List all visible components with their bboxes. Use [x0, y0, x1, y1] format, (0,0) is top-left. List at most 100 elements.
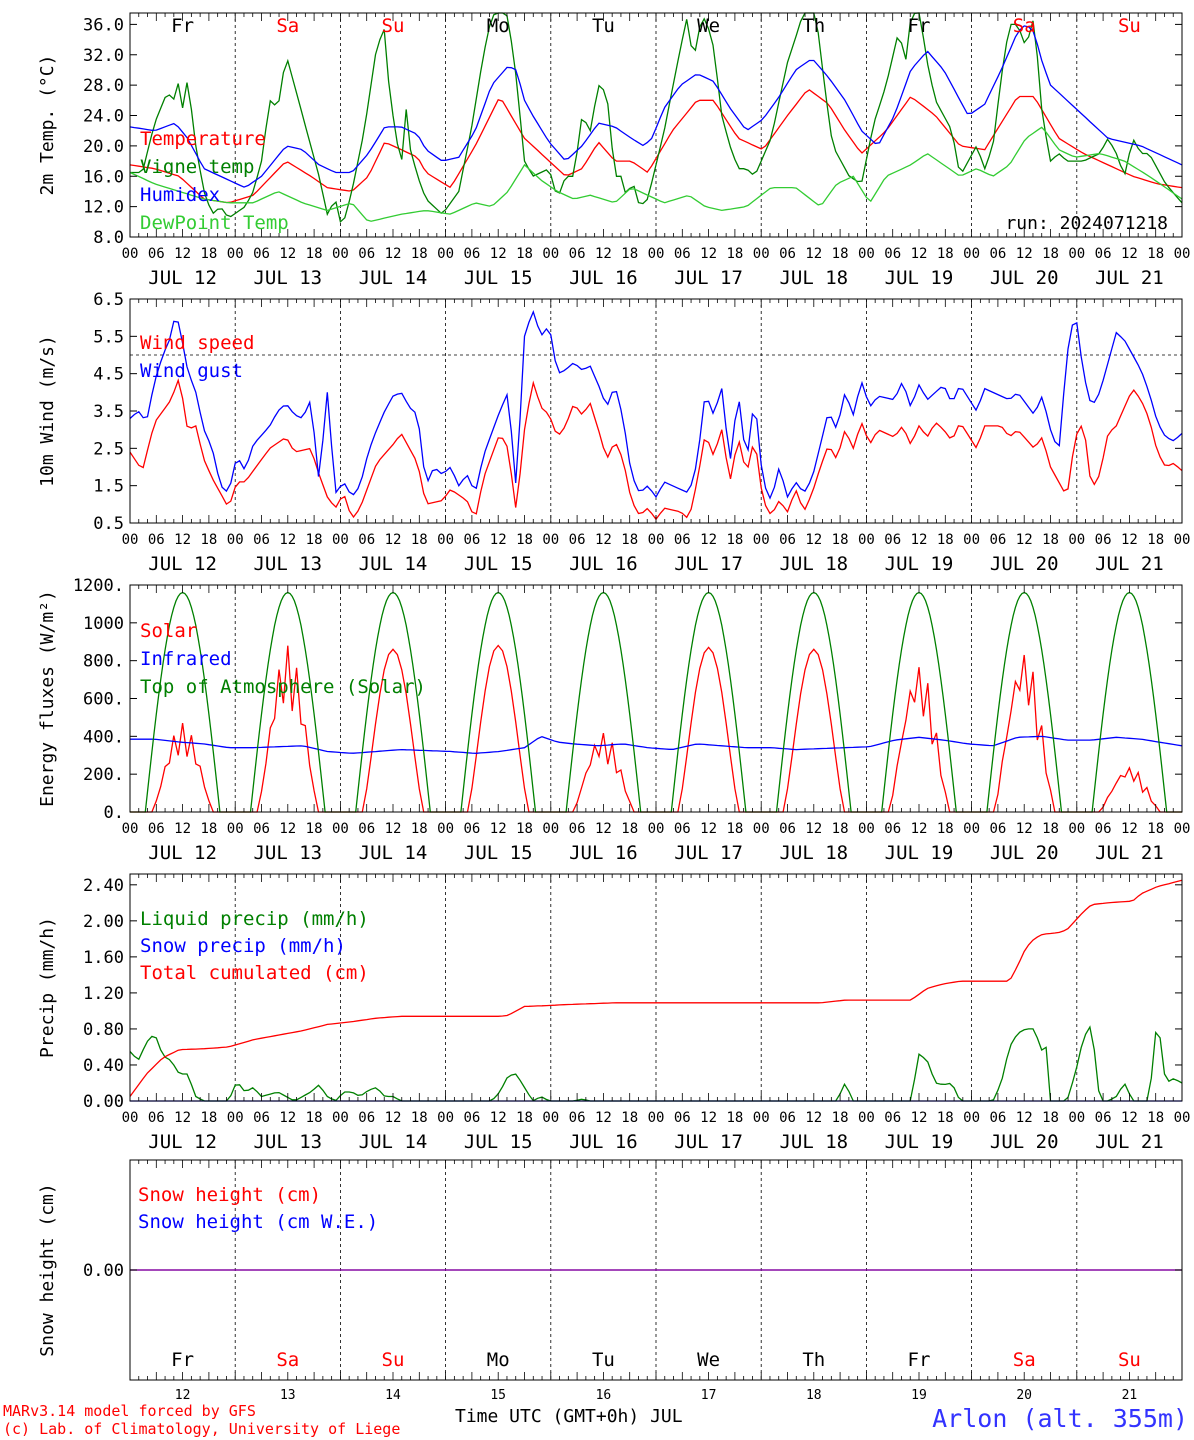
date-label: JUL 20	[990, 553, 1059, 575]
ytick-label: 1.60	[83, 948, 124, 968]
hour-label: 06	[569, 246, 586, 262]
hour-label: 00	[963, 1110, 980, 1126]
day-label: Tu	[592, 15, 615, 37]
hour-label: 00	[963, 821, 980, 837]
hour-label: 00	[332, 246, 349, 262]
hour-label: 12	[385, 821, 402, 837]
plot-frame	[129, 12, 1183, 238]
hour-label: 00	[858, 246, 875, 262]
day-number: 14	[385, 1388, 401, 1403]
hour-label: 18	[937, 532, 954, 548]
hour-label: 18	[411, 821, 428, 837]
hour-label: 06	[463, 246, 480, 262]
legend-entry: Humidex	[140, 184, 220, 206]
hour-label: 00	[542, 246, 559, 262]
hour-label: 00	[122, 821, 139, 837]
hour-label: 00	[648, 1110, 665, 1126]
hour-label: 06	[358, 532, 375, 548]
station-label: Arlon (alt. 355m)	[932, 1404, 1188, 1433]
hour-label: 12	[595, 821, 612, 837]
hour-label: 12	[911, 821, 928, 837]
hour-label: 06	[779, 821, 796, 837]
hour-label: 12	[279, 821, 296, 837]
legend-entry: Snow height (cm W.E.)	[138, 1211, 378, 1233]
series-line-wind-gust	[129, 310, 1183, 500]
panel-wind: 0.5 1.5 2.5 3.5 4.5 5.5 6.5 10m Wind (m/s) Wind …	[37, 290, 1190, 575]
hour-label: 06	[884, 532, 901, 548]
date-label: JUL 13	[253, 267, 322, 289]
hour-label: 12	[805, 821, 822, 837]
ytick-label: 1200.	[73, 576, 124, 596]
hour-label: 18	[306, 246, 323, 262]
hour-label: 06	[148, 1110, 165, 1126]
date-label: JUL 12	[148, 267, 217, 289]
legend-entry: Vigne temp	[140, 156, 254, 178]
hour-label: 00	[1068, 246, 1085, 262]
ytick-label: 32.0	[83, 46, 124, 66]
hour-label: 18	[200, 1110, 217, 1126]
hour-label: 18	[1147, 532, 1164, 548]
hour-label: 00	[332, 821, 349, 837]
hour-label: 06	[989, 821, 1006, 837]
hour-label: 18	[937, 821, 954, 837]
date-label: JUL 18	[779, 553, 848, 575]
hour-label: 06	[358, 1110, 375, 1126]
date-label: JUL 13	[253, 842, 322, 864]
day-label: Fr	[171, 1349, 194, 1371]
hour-label: 12	[174, 246, 191, 262]
hour-label: 12	[279, 246, 296, 262]
hour-label: 00	[753, 246, 770, 262]
hour-label: 12	[595, 246, 612, 262]
hour-label: 18	[1042, 1110, 1059, 1126]
date-label: JUL 21	[1095, 842, 1164, 864]
hour-label: 18	[832, 532, 849, 548]
date-label: JUL 12	[148, 1131, 217, 1153]
series-line-vigne-temp	[130, 12, 1183, 224]
ytick-label: 6.5	[93, 290, 124, 310]
date-label: JUL 15	[464, 842, 533, 864]
hour-label: 00	[542, 532, 559, 548]
day-label: Sa	[276, 1349, 299, 1371]
hour-label: 12	[805, 1110, 822, 1126]
hour-label: 00	[227, 1110, 244, 1126]
hour-label: 00	[122, 532, 139, 548]
hour-label: 06	[1095, 1110, 1112, 1126]
hour-label: 12	[174, 821, 191, 837]
hour-label: 12	[911, 246, 928, 262]
hour-label: 18	[516, 532, 533, 548]
legend-entry: Temperature	[140, 128, 266, 150]
hour-label: 12	[911, 1110, 928, 1126]
hour-label: 18	[726, 1110, 743, 1126]
hour-label: 18	[1147, 821, 1164, 837]
day-label: Fr	[908, 1349, 931, 1371]
hour-label: 18	[1147, 246, 1164, 262]
ytick-label: 0.00	[83, 1092, 124, 1112]
date-label: JUL 18	[779, 1131, 848, 1153]
run-label: run: 2024071218	[1005, 213, 1168, 234]
hour-label: 06	[463, 1110, 480, 1126]
hour-label: 12	[700, 246, 717, 262]
day-number: 15	[490, 1388, 506, 1403]
hour-label: 06	[674, 821, 691, 837]
hour-label: 00	[1174, 821, 1191, 837]
day-label: Su	[1118, 1349, 1141, 1371]
hour-label: 00	[963, 532, 980, 548]
panel-energy: 0. 200. 400. 600. 800. 1000 1200. Energy fluxes…	[37, 576, 1190, 864]
hour-label: 18	[832, 1110, 849, 1126]
hour-label: 12	[279, 1110, 296, 1126]
xaxis-title: Time UTC (GMT+0h) JUL	[455, 1406, 683, 1427]
hour-label: 18	[1042, 821, 1059, 837]
hour-label: 00	[1174, 532, 1191, 548]
hour-label: 18	[411, 1110, 428, 1126]
hour-label: 06	[358, 246, 375, 262]
hour-label: 06	[779, 246, 796, 262]
hour-label: 18	[306, 821, 323, 837]
hour-label: 06	[569, 532, 586, 548]
date-label: JUL 17	[674, 842, 743, 864]
hour-label: 00	[1068, 532, 1085, 548]
date-label: JUL 16	[569, 553, 638, 575]
day-number: 16	[596, 1388, 612, 1403]
hour-label: 00	[542, 821, 559, 837]
hour-label: 06	[569, 821, 586, 837]
